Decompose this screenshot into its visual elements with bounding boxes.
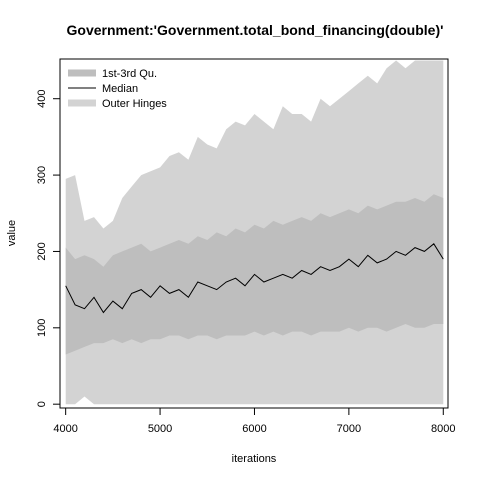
x-tick-label: 8000 — [431, 423, 455, 435]
y-axis-label: value — [6, 220, 18, 246]
legend-label: 1st-3rd Qu. — [102, 68, 157, 80]
legend: 1st-3rd Qu. Median Outer Hinges — [68, 68, 167, 110]
y-tick-label: 0 — [36, 401, 48, 407]
x-ticks: 4000 5000 6000 7000 8000 — [53, 408, 456, 435]
legend-label: Median — [102, 83, 138, 95]
x-tick-label: 6000 — [242, 423, 266, 435]
x-tick-label: 5000 — [148, 423, 172, 435]
legend-item: Outer Hinges — [68, 98, 167, 110]
y-ticks: 0 100 200 300 400 — [36, 90, 60, 407]
legend-label: Outer Hinges — [102, 98, 167, 110]
y-tick-label: 100 — [36, 319, 48, 337]
legend-item: 1st-3rd Qu. — [68, 68, 157, 80]
x-axis: 4000 5000 6000 7000 8000 — [53, 407, 456, 435]
median-line — [65, 243, 444, 314]
y-tick-label: 300 — [36, 166, 48, 184]
x-tick-label: 4000 — [53, 423, 77, 435]
x-axis-label: iterations — [232, 453, 277, 465]
chart-title: Government:'Government.total_bond_financ… — [67, 22, 444, 38]
x-tick-label: 7000 — [337, 423, 361, 435]
y-axis: 0 100 200 300 400 — [36, 65, 61, 407]
plot-area — [65, 60, 444, 405]
y-tick-label: 200 — [36, 242, 48, 260]
legend-item: Median — [68, 83, 138, 95]
y-tick-label: 400 — [36, 90, 48, 108]
